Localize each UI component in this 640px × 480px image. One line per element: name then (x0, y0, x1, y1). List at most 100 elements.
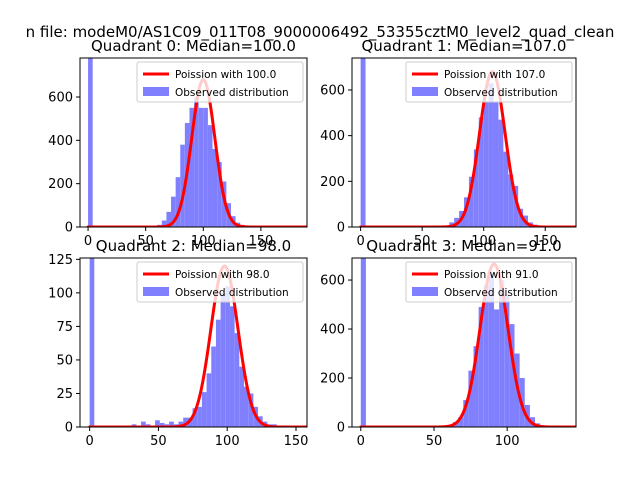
y-tick-label: 0 (337, 221, 345, 236)
subplot-title-1: Quadrant 1: Median=107.0 (362, 37, 567, 55)
y-tick-label: 400 (320, 129, 345, 144)
histogram-bar (159, 422, 165, 427)
histogram-bar (225, 286, 230, 427)
histogram-bar (468, 176, 474, 227)
subplot-grid: 0 50 100 150 0 200 400 600 Poission with 100.0 Ob… (48, 37, 577, 449)
histogram-bar (212, 149, 218, 227)
x-tick-label: 100 (471, 234, 496, 249)
histogram-bar (175, 177, 181, 227)
histogram-bar (243, 386, 249, 427)
subplot-quadrant-1: 0 50 100 150 0 200 400 600 Poission with 107.0 Ob… (320, 57, 577, 249)
y-tick-label: 600 (320, 83, 345, 98)
plot-area (88, 258, 307, 427)
histogram-bar (217, 162, 222, 227)
legend-label-observed: Observed distribution (444, 87, 558, 99)
legend-label-observed: Observed distribution (175, 287, 289, 299)
histogram-bar (166, 211, 172, 227)
subplot-title-0: Quadrant 0: Median=100.0 (91, 37, 296, 55)
histogram-bar (171, 196, 176, 227)
subplot-quadrant-0: 0 50 100 150 0 200 400 600 Poission with 100.0 Ob… (48, 57, 308, 249)
histogram-bar (360, 258, 366, 427)
histogram-bar (211, 346, 216, 427)
histogram-bar (483, 101, 489, 227)
y-tick-label: 100 (48, 286, 73, 301)
legend: Poission with 107.0 Observed distribution (405, 61, 573, 103)
histogram-bar (468, 370, 474, 427)
histogram-bar (192, 408, 198, 427)
histogram-bar (463, 400, 469, 427)
histogram-bar (207, 125, 213, 227)
x-tick-label: 50 (150, 434, 167, 449)
legend-bar-swatch (143, 87, 169, 96)
histogram-bar (169, 421, 174, 427)
histogram-bar (488, 272, 495, 427)
histogram-bar (161, 220, 167, 227)
y-tick-label: 125 (48, 253, 73, 268)
legend: Poission with 100.0 Observed distribution (136, 61, 304, 103)
histogram-bar (180, 144, 185, 227)
subplot-quadrant-3: 0 50 100 0 200 400 600 Poission with 91.0 Observ… (320, 257, 577, 449)
histogram-bar (206, 373, 212, 427)
x-tick-label: 150 (248, 234, 273, 249)
y-tick-label: 400 (48, 134, 73, 149)
x-tick-label: 100 (495, 434, 520, 449)
histogram-bar (178, 421, 184, 427)
legend-bar-swatch (412, 87, 438, 96)
y-tick-label: 200 (48, 177, 73, 192)
histogram-bar (508, 174, 514, 227)
legend-label-poisson: Poission with 107.0 (444, 69, 545, 81)
x-tick-label: 100 (215, 434, 240, 449)
y-tick-label: 600 (48, 91, 73, 106)
legend-box (405, 61, 573, 103)
y-tick-label: 75 (56, 320, 73, 335)
histogram-bar (234, 333, 240, 427)
histogram-bar (458, 417, 464, 427)
histogram-bar (203, 107, 208, 227)
legend-bar-swatch (143, 287, 169, 296)
histogram-bar (360, 58, 366, 227)
figure-suptitle: n file: modeM0/AS1C09_011T08_9000006492_… (26, 23, 615, 42)
histogram-bar (197, 406, 202, 427)
legend: Poission with 98.0 Observed distribution (136, 261, 304, 303)
histogram-bar (513, 185, 519, 227)
histogram-bar (194, 97, 199, 227)
histogram-bar (89, 258, 95, 427)
histogram-bar (478, 117, 484, 227)
legend-label-poisson: Poission with 98.0 (175, 269, 270, 281)
axes-frame (351, 257, 577, 428)
histogram-bar (518, 208, 524, 227)
y-tick-label: 400 (320, 323, 345, 338)
legend: Poission with 91.0 Observed distribution (405, 261, 573, 303)
x-tick-label: 150 (533, 234, 558, 249)
x-tick-label: 150 (284, 434, 309, 449)
x-tick-label: 50 (426, 434, 443, 449)
histogram-bar (473, 346, 479, 427)
histogram-bar (499, 280, 505, 427)
histogram-bar (155, 420, 160, 427)
histogram-bar (493, 101, 499, 227)
axes-frame (79, 57, 308, 228)
legend-box (136, 61, 304, 103)
y-tick-label: 600 (320, 274, 345, 289)
histogram-bar (183, 417, 188, 427)
histogram-bar (488, 83, 494, 227)
histogram-bar (220, 292, 226, 427)
legend-bar-swatch (412, 287, 438, 296)
histogram-bar (141, 421, 146, 427)
histogram-bar (498, 119, 504, 227)
histogram-bar (201, 392, 207, 427)
legend-label-observed: Observed distribution (175, 87, 289, 99)
poisson-fit-line (359, 262, 576, 427)
y-tick-label: 25 (56, 387, 73, 402)
x-tick-label: 100 (191, 234, 216, 249)
histogram-bar (494, 309, 500, 427)
histogram-bar (189, 107, 195, 227)
x-tick-label: 0 (85, 434, 93, 449)
subplot-title-2: Quadrant 2: Median=98.0 (96, 237, 291, 255)
histogram-bar (248, 393, 254, 427)
axes-frame (79, 257, 308, 428)
histogram-bar (88, 58, 93, 227)
y-tick-label: 0 (65, 221, 73, 236)
subplot-title-3: Quadrant 3: Median=91.0 (366, 237, 561, 255)
